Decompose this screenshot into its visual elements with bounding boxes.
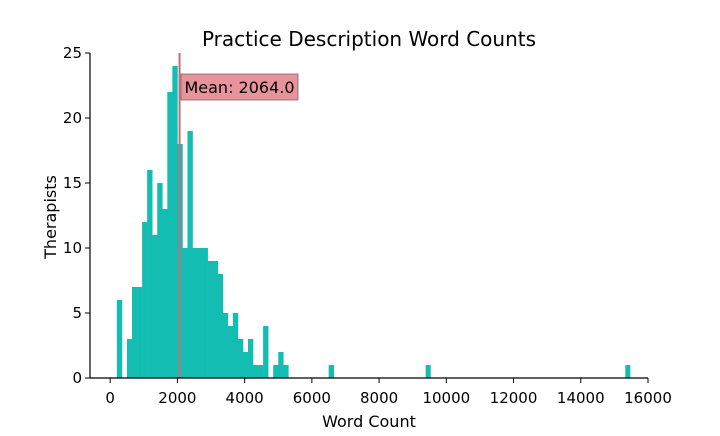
histogram-bar bbox=[222, 313, 229, 378]
x-axis-title: Word Count bbox=[322, 412, 416, 431]
histogram-bar bbox=[217, 274, 224, 378]
histogram-bar bbox=[207, 261, 213, 378]
x-tick-label: 10000 bbox=[422, 389, 470, 407]
histogram-bar bbox=[126, 339, 133, 378]
histogram-bar bbox=[425, 365, 431, 378]
x-tick-label: 2000 bbox=[158, 389, 196, 407]
histogram-bar bbox=[232, 313, 239, 378]
histogram-bar bbox=[192, 248, 198, 378]
y-tick-label: 15 bbox=[63, 174, 82, 192]
x-tick-label: 14000 bbox=[557, 389, 605, 407]
y-tick-label: 0 bbox=[72, 369, 82, 387]
histogram-bar bbox=[253, 365, 259, 378]
histogram-bar bbox=[152, 235, 158, 378]
histogram-bar bbox=[147, 170, 153, 378]
histogram-bar bbox=[202, 248, 208, 378]
histogram-bar bbox=[167, 92, 173, 378]
x-tick-label: 4000 bbox=[226, 389, 264, 407]
histogram-bar bbox=[132, 287, 138, 378]
histogram-bar bbox=[263, 326, 269, 378]
histogram-bar bbox=[212, 261, 219, 378]
x-tick-label: 0 bbox=[105, 389, 115, 407]
histogram-bar bbox=[247, 339, 254, 378]
histogram-bar bbox=[278, 352, 284, 378]
histogram-bar bbox=[237, 339, 244, 378]
x-tick-label: 8000 bbox=[360, 389, 398, 407]
mean-group: Mean: 2064.0 bbox=[178, 53, 299, 378]
y-tick-label: 20 bbox=[63, 109, 82, 127]
histogram-bar bbox=[328, 365, 335, 378]
histogram-bar bbox=[283, 365, 289, 378]
histogram-bar bbox=[258, 365, 264, 378]
histogram-bar bbox=[242, 352, 249, 378]
histogram-bar bbox=[116, 300, 123, 378]
y-axis-title: Therapists bbox=[41, 175, 60, 260]
histogram-bar bbox=[172, 66, 178, 378]
histogram-bar bbox=[227, 326, 234, 378]
histogram-bar bbox=[157, 183, 163, 378]
histogram-bar bbox=[162, 209, 168, 378]
histogram-bar bbox=[187, 131, 193, 378]
axes-group: 0 2000 4000 6000 8000 10000 12000 14000 16000 0 5 1… bbox=[63, 44, 672, 407]
chart-title: Practice Description Word Counts bbox=[202, 27, 536, 51]
histogram-bar bbox=[182, 248, 188, 378]
histogram-bar bbox=[142, 222, 148, 378]
y-tick-label: 5 bbox=[72, 304, 82, 322]
x-tick-label: 16000 bbox=[624, 389, 672, 407]
histogram-bar bbox=[197, 248, 203, 378]
y-tick-label: 25 bbox=[63, 44, 82, 62]
y-tick-label: 10 bbox=[63, 239, 82, 257]
histogram-bar bbox=[137, 287, 143, 378]
mean-annotation-box bbox=[180, 73, 299, 101]
histogram-bar bbox=[273, 365, 279, 378]
x-tick-label: 6000 bbox=[293, 389, 331, 407]
histogram-bar bbox=[625, 365, 631, 378]
mean-annotation-label: Mean: 2064.0 bbox=[184, 78, 294, 97]
x-tick-label: 12000 bbox=[490, 389, 538, 407]
bars-group bbox=[116, 66, 631, 378]
